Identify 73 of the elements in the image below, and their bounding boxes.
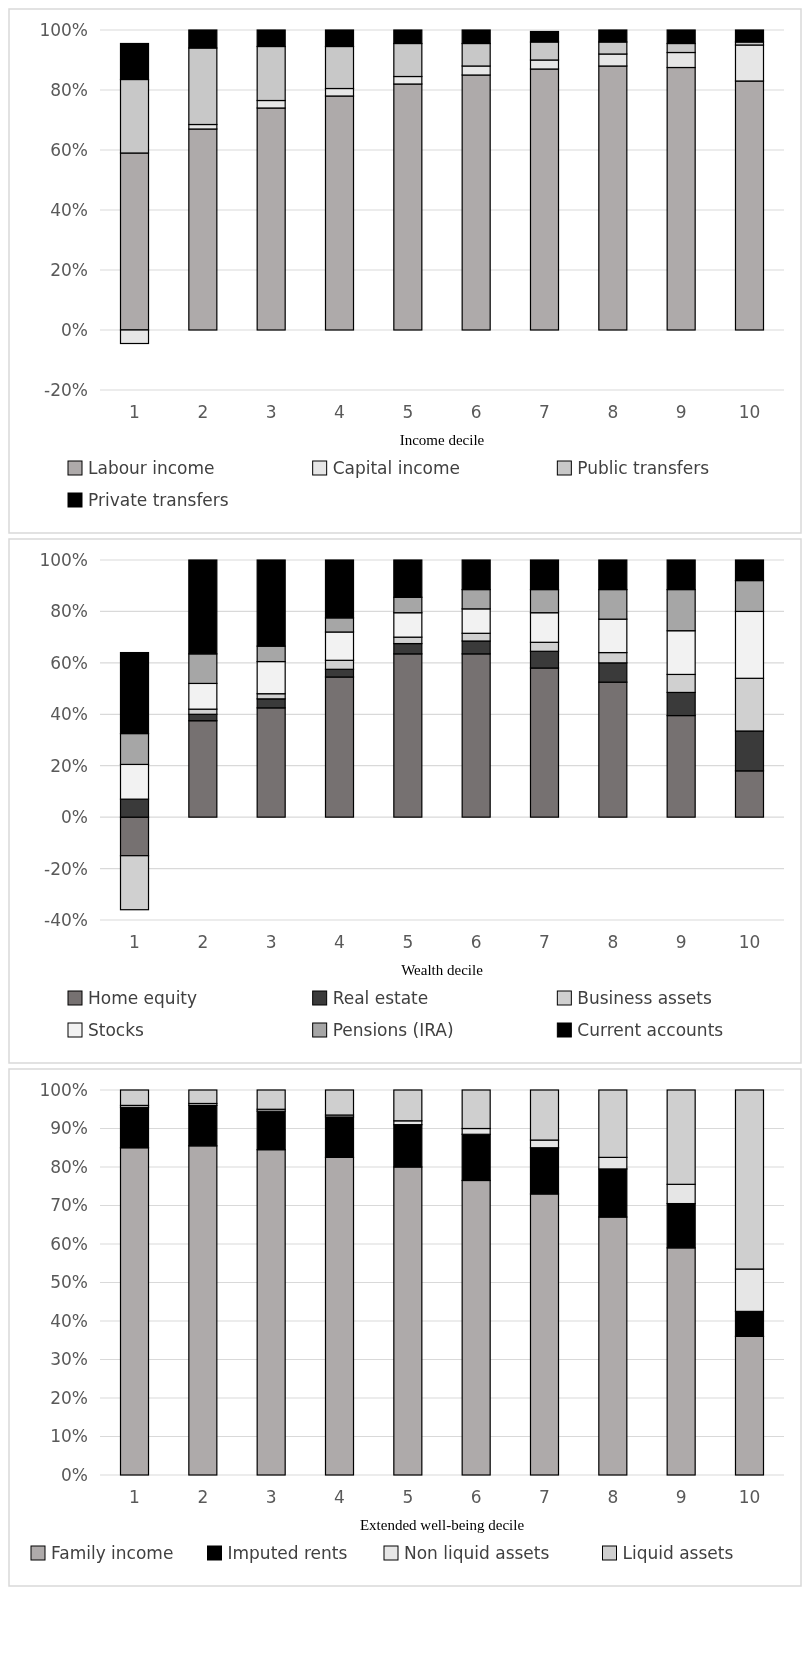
x-tick-label: 7 — [539, 402, 550, 422]
y-tick-label: 40% — [50, 199, 88, 220]
legend-label: Business assets — [577, 987, 712, 1008]
legend-label: Capital income — [332, 457, 460, 478]
legend-label: Public transfers — [577, 457, 710, 478]
legend-label: Labour income — [88, 457, 215, 478]
x-axis-title: Wealth decile — [401, 962, 484, 978]
legend-label: Pensions (IRA) — [332, 1019, 454, 1040]
x-tick-label: 5 — [402, 402, 414, 422]
y-tick-label: 100% — [39, 549, 88, 570]
x-tick-label: 4 — [334, 402, 345, 422]
legend-label: Real estate — [332, 987, 429, 1008]
y-tick-label: -40% — [44, 909, 88, 930]
legend-label: Non liquid assets — [404, 1542, 550, 1563]
x-tick-label: 6 — [470, 402, 482, 422]
y-tick-label: 10% — [50, 1426, 88, 1447]
y-tick-label: 30% — [50, 1349, 88, 1370]
y-tick-label: 0% — [61, 319, 88, 340]
y-tick-label: 60% — [50, 139, 88, 160]
legend-label: Imputed rents — [227, 1542, 348, 1563]
x-tick-label: 4 — [334, 1487, 345, 1507]
y-tick-label: 80% — [50, 79, 88, 100]
x-tick-label: 9 — [675, 1487, 687, 1507]
x-tick-label: 2 — [197, 932, 209, 952]
x-tick-label: 1 — [129, 1487, 140, 1507]
y-tick-label: 80% — [50, 1156, 88, 1177]
y-tick-label: 20% — [50, 1387, 88, 1408]
x-tick-label: 6 — [470, 1487, 482, 1507]
x-tick-label: 10 — [738, 402, 761, 422]
x-tick-label: 9 — [675, 932, 687, 952]
y-tick-label: 60% — [50, 652, 88, 673]
y-tick-label: -20% — [44, 379, 88, 400]
y-tick-label: 50% — [50, 1272, 88, 1293]
y-tick-label: 80% — [50, 601, 88, 622]
y-tick-label: 0% — [61, 1464, 88, 1485]
y-tick-label: 100% — [39, 1079, 88, 1100]
y-tick-label: 70% — [50, 1195, 88, 1216]
x-tick-label: 7 — [539, 1487, 550, 1507]
x-tick-label: 2 — [197, 402, 209, 422]
y-tick-label: 100% — [39, 19, 88, 40]
y-tick-label: 40% — [50, 1310, 88, 1331]
x-tick-label: 8 — [607, 1487, 619, 1507]
legend-label: Private transfers — [88, 489, 229, 510]
y-tick-label: 40% — [50, 704, 88, 725]
x-tick-label: 8 — [607, 932, 619, 952]
x-axis-title: Extended well-being decile — [359, 1517, 525, 1533]
x-tick-label: 10 — [738, 1487, 761, 1507]
y-tick-label: 60% — [50, 1233, 88, 1254]
x-tick-label: 3 — [265, 402, 277, 422]
legend-label: Home equity — [88, 987, 198, 1008]
y-tick-label: -20% — [44, 858, 88, 879]
x-tick-label: 8 — [607, 402, 619, 422]
legend-label: Stocks — [88, 1019, 145, 1040]
x-tick-label: 5 — [402, 932, 414, 952]
x-tick-label: 6 — [470, 932, 482, 952]
x-axis-title: Income decile — [399, 432, 485, 448]
legend-label: Current accounts — [577, 1019, 724, 1040]
y-tick-label: 0% — [61, 807, 88, 828]
x-tick-label: 3 — [265, 1487, 277, 1507]
x-tick-label: 4 — [334, 932, 345, 952]
y-tick-label: 20% — [50, 755, 88, 776]
y-tick-label: 20% — [50, 259, 88, 280]
x-tick-label: 1 — [129, 402, 140, 422]
x-tick-label: 1 — [129, 932, 140, 952]
x-tick-label: 10 — [738, 932, 761, 952]
x-tick-label: 3 — [265, 932, 277, 952]
x-tick-label: 9 — [675, 402, 687, 422]
x-tick-label: 7 — [539, 932, 550, 952]
legend-label: Family income — [51, 1542, 174, 1563]
x-tick-label: 5 — [402, 1487, 414, 1507]
y-tick-label: 90% — [50, 1118, 88, 1139]
legend-label: Liquid assets — [622, 1542, 734, 1563]
x-tick-label: 2 — [197, 1487, 209, 1507]
